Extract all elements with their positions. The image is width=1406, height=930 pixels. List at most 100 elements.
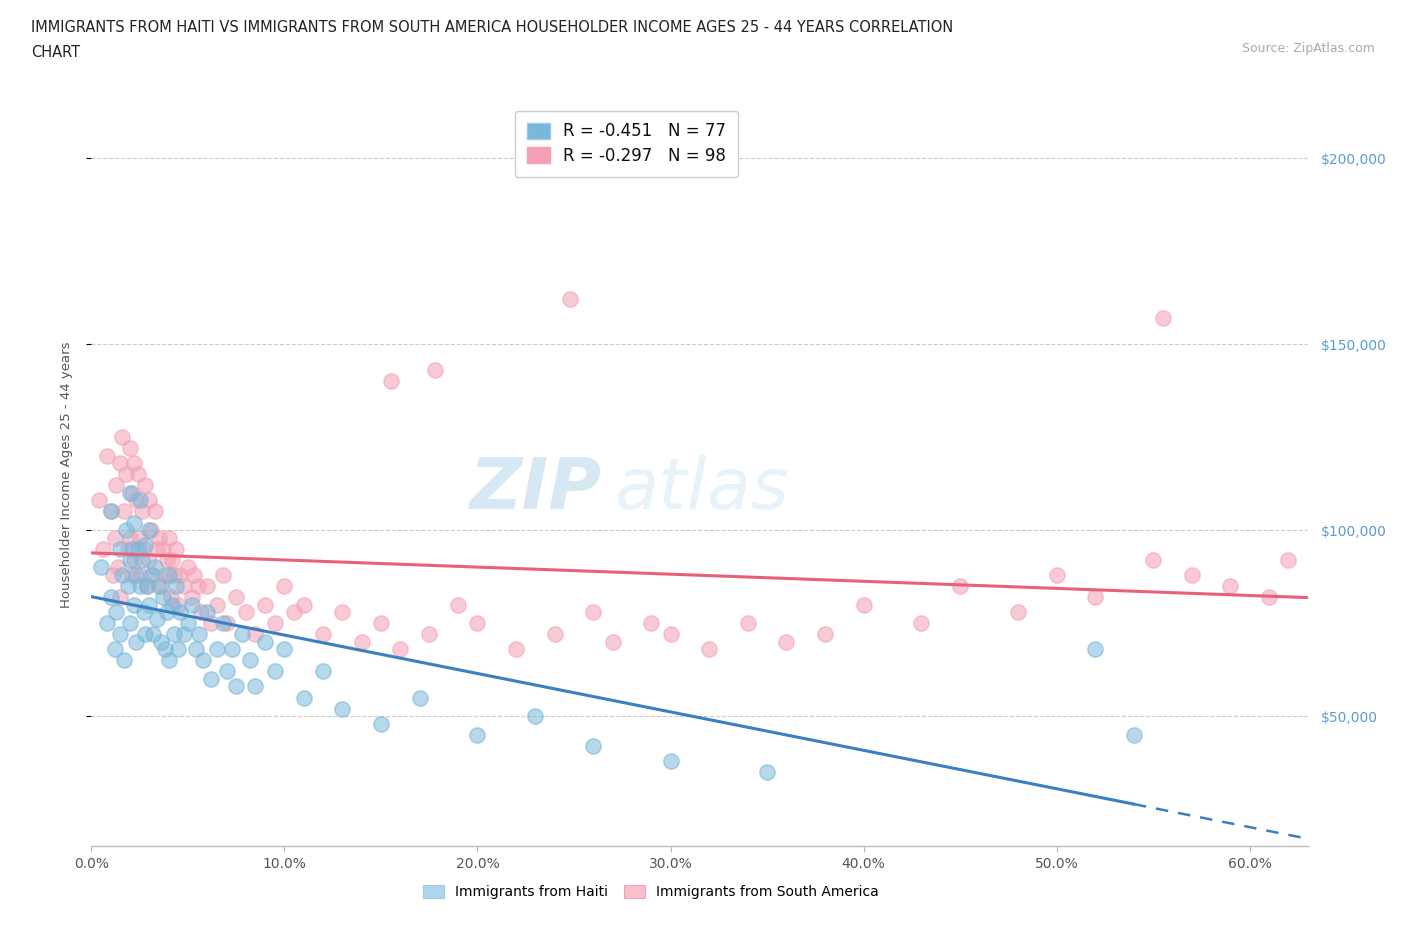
Point (205, 642, 228, 657)
Point (138, 493, 160, 508)
Point (467, 616, 489, 631)
Point (132, 604, 155, 619)
Point (110, 590, 132, 604)
Point (350, 634, 373, 649)
Point (118, 616, 141, 631)
Point (115, 523, 138, 538)
Point (131, 504, 153, 519)
Point (162, 552, 184, 567)
Point (117, 578, 139, 593)
Point (180, 590, 202, 604)
Point (112, 504, 135, 519)
Point (136, 578, 159, 593)
Point (370, 716, 392, 731)
Point (215, 616, 238, 631)
Point (292, 597, 315, 612)
Point (273, 578, 295, 593)
Point (1142, 552, 1164, 567)
Point (121, 567, 143, 582)
Point (447, 597, 470, 612)
Point (235, 604, 257, 619)
Point (1181, 567, 1204, 582)
Point (136, 578, 159, 593)
Point (263, 616, 285, 631)
Text: CHART: CHART (31, 45, 80, 60)
Point (211, 567, 233, 582)
Point (312, 664, 335, 679)
Point (103, 642, 125, 657)
Point (91, 541, 114, 556)
Point (173, 627, 195, 642)
Point (157, 567, 180, 582)
Point (467, 727, 489, 742)
Point (910, 616, 932, 631)
Point (225, 679, 247, 694)
Point (157, 530, 180, 545)
Point (100, 590, 122, 604)
Point (167, 642, 190, 657)
Point (211, 616, 233, 631)
Point (121, 485, 143, 500)
Point (157, 653, 180, 668)
Point (143, 504, 166, 519)
Point (128, 578, 150, 593)
Point (134, 538, 156, 552)
Point (153, 567, 176, 582)
Point (215, 664, 238, 679)
Point (132, 541, 155, 556)
Point (90, 560, 112, 575)
Point (1258, 590, 1281, 604)
Point (200, 616, 222, 631)
Point (100, 504, 122, 519)
Point (544, 627, 567, 642)
Point (134, 627, 156, 642)
Point (159, 590, 181, 604)
Point (814, 627, 837, 642)
Point (128, 567, 150, 582)
Point (1152, 311, 1174, 325)
Point (138, 523, 160, 538)
Point (152, 590, 174, 604)
Point (737, 616, 759, 631)
Point (142, 567, 165, 582)
Point (273, 642, 295, 657)
Point (128, 530, 150, 545)
Point (105, 478, 128, 493)
Point (312, 627, 335, 642)
Point (756, 764, 779, 779)
Point (110, 541, 132, 556)
Point (131, 552, 153, 567)
Point (121, 541, 143, 556)
Point (418, 627, 440, 642)
Point (101, 567, 124, 582)
Point (177, 616, 200, 631)
Point (195, 604, 218, 619)
Point (949, 578, 972, 593)
Point (105, 604, 128, 619)
Point (225, 590, 247, 604)
Point (205, 597, 228, 612)
Point (111, 430, 134, 445)
Point (1084, 590, 1107, 604)
Text: Source: ZipAtlas.com: Source: ZipAtlas.com (1241, 42, 1375, 55)
Point (96, 448, 118, 463)
Point (87, 493, 110, 508)
Point (1219, 578, 1241, 593)
Point (110, 456, 132, 471)
Point (163, 567, 186, 582)
Point (125, 493, 148, 508)
Point (103, 530, 125, 545)
Point (115, 467, 138, 482)
Point (190, 604, 212, 619)
Point (149, 578, 172, 593)
Point (582, 604, 605, 619)
Point (200, 671, 222, 686)
Point (153, 642, 176, 657)
Y-axis label: Householder Income Ages 25 - 44 years: Householder Income Ages 25 - 44 years (60, 341, 73, 607)
Point (183, 567, 205, 582)
Point (148, 530, 170, 545)
Point (775, 634, 797, 649)
Point (128, 493, 150, 508)
Point (505, 642, 527, 657)
Point (152, 541, 174, 556)
